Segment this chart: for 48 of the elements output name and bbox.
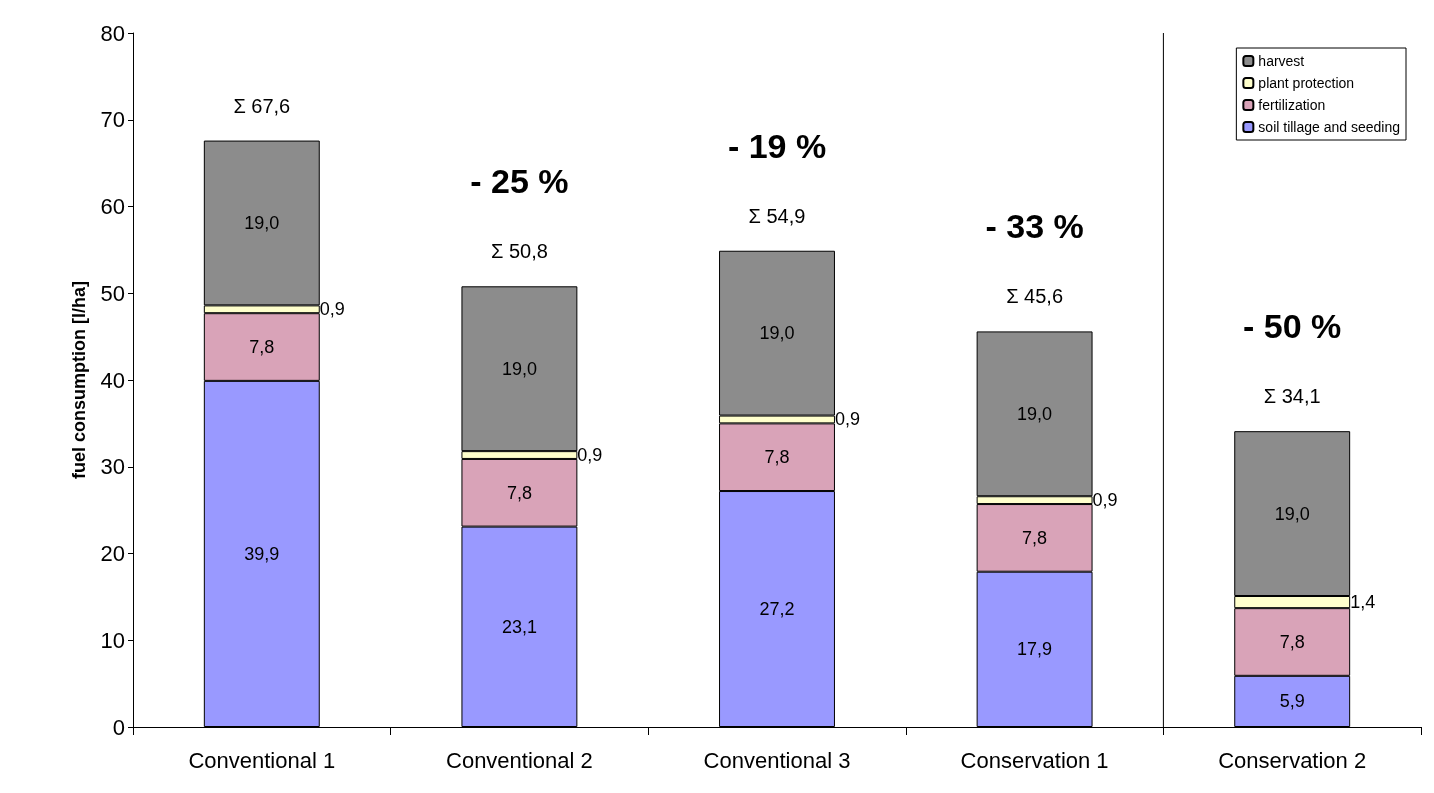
annotation: - 50 % xyxy=(1243,307,1342,346)
y-tick-label: 30 xyxy=(100,454,125,480)
total-label: Σ 34,1 xyxy=(1263,385,1321,408)
x-tick-label: Conservation 2 xyxy=(1218,747,1367,773)
data-label: 19,0 xyxy=(1017,403,1053,424)
y-tick-label: 50 xyxy=(100,280,125,306)
y-tick-label: 40 xyxy=(100,367,125,393)
data-label: 0,9 xyxy=(319,299,345,320)
y-tick-label: 60 xyxy=(100,194,125,219)
data-label: 0,9 xyxy=(834,409,860,430)
legend-label: soil tillage and seeding xyxy=(1258,119,1400,135)
data-label: 7,8 xyxy=(506,482,532,503)
total-label: Σ 67,6 xyxy=(233,94,291,117)
data-label: 0,9 xyxy=(577,445,603,466)
data-label: 0,9 xyxy=(1092,490,1118,511)
y-axis-title: fuel consumption [l/ha] xyxy=(69,281,89,479)
data-label: 7,8 xyxy=(764,447,790,468)
total-label: Σ 45,6 xyxy=(1006,285,1064,308)
data-label: 19,0 xyxy=(501,358,537,379)
data-label: 39,9 xyxy=(244,543,280,564)
data-label: 23,1 xyxy=(501,616,537,637)
x-tick-label: Conventional 3 xyxy=(703,747,851,773)
y-tick-label: 80 xyxy=(100,20,125,46)
data-label: 7,8 xyxy=(1022,527,1048,548)
data-label: 17,9 xyxy=(1017,639,1053,660)
y-tick-label: 20 xyxy=(100,541,125,566)
data-label: 19,0 xyxy=(759,323,795,344)
data-label: 5,9 xyxy=(1279,691,1305,712)
data-label: 7,8 xyxy=(1279,631,1305,652)
data-label: 19,0 xyxy=(244,212,280,233)
data-label: 1,4 xyxy=(1350,592,1376,613)
annotation: - 25 % xyxy=(470,162,569,201)
total-label: Σ 50,8 xyxy=(490,240,548,263)
legend-label: fertilization xyxy=(1258,97,1326,113)
y-tick-label: 10 xyxy=(100,627,125,653)
y-tick-label: 0 xyxy=(112,714,125,740)
annotation: - 33 % xyxy=(985,207,1084,246)
total-label: Σ 54,9 xyxy=(748,204,806,227)
x-tick-label: Conventional 1 xyxy=(188,747,336,773)
data-label: 7,8 xyxy=(249,337,275,358)
legend-label: harvest xyxy=(1258,53,1305,69)
x-tick-label: Conventional 2 xyxy=(446,747,593,773)
data-label: 27,2 xyxy=(759,599,795,620)
annotation: - 19 % xyxy=(727,126,827,165)
data-label: 19,0 xyxy=(1274,503,1310,524)
y-tick-label: 70 xyxy=(100,107,125,133)
x-tick-label: Conservation 1 xyxy=(960,747,1109,773)
legend-label: plant protection xyxy=(1258,75,1355,91)
